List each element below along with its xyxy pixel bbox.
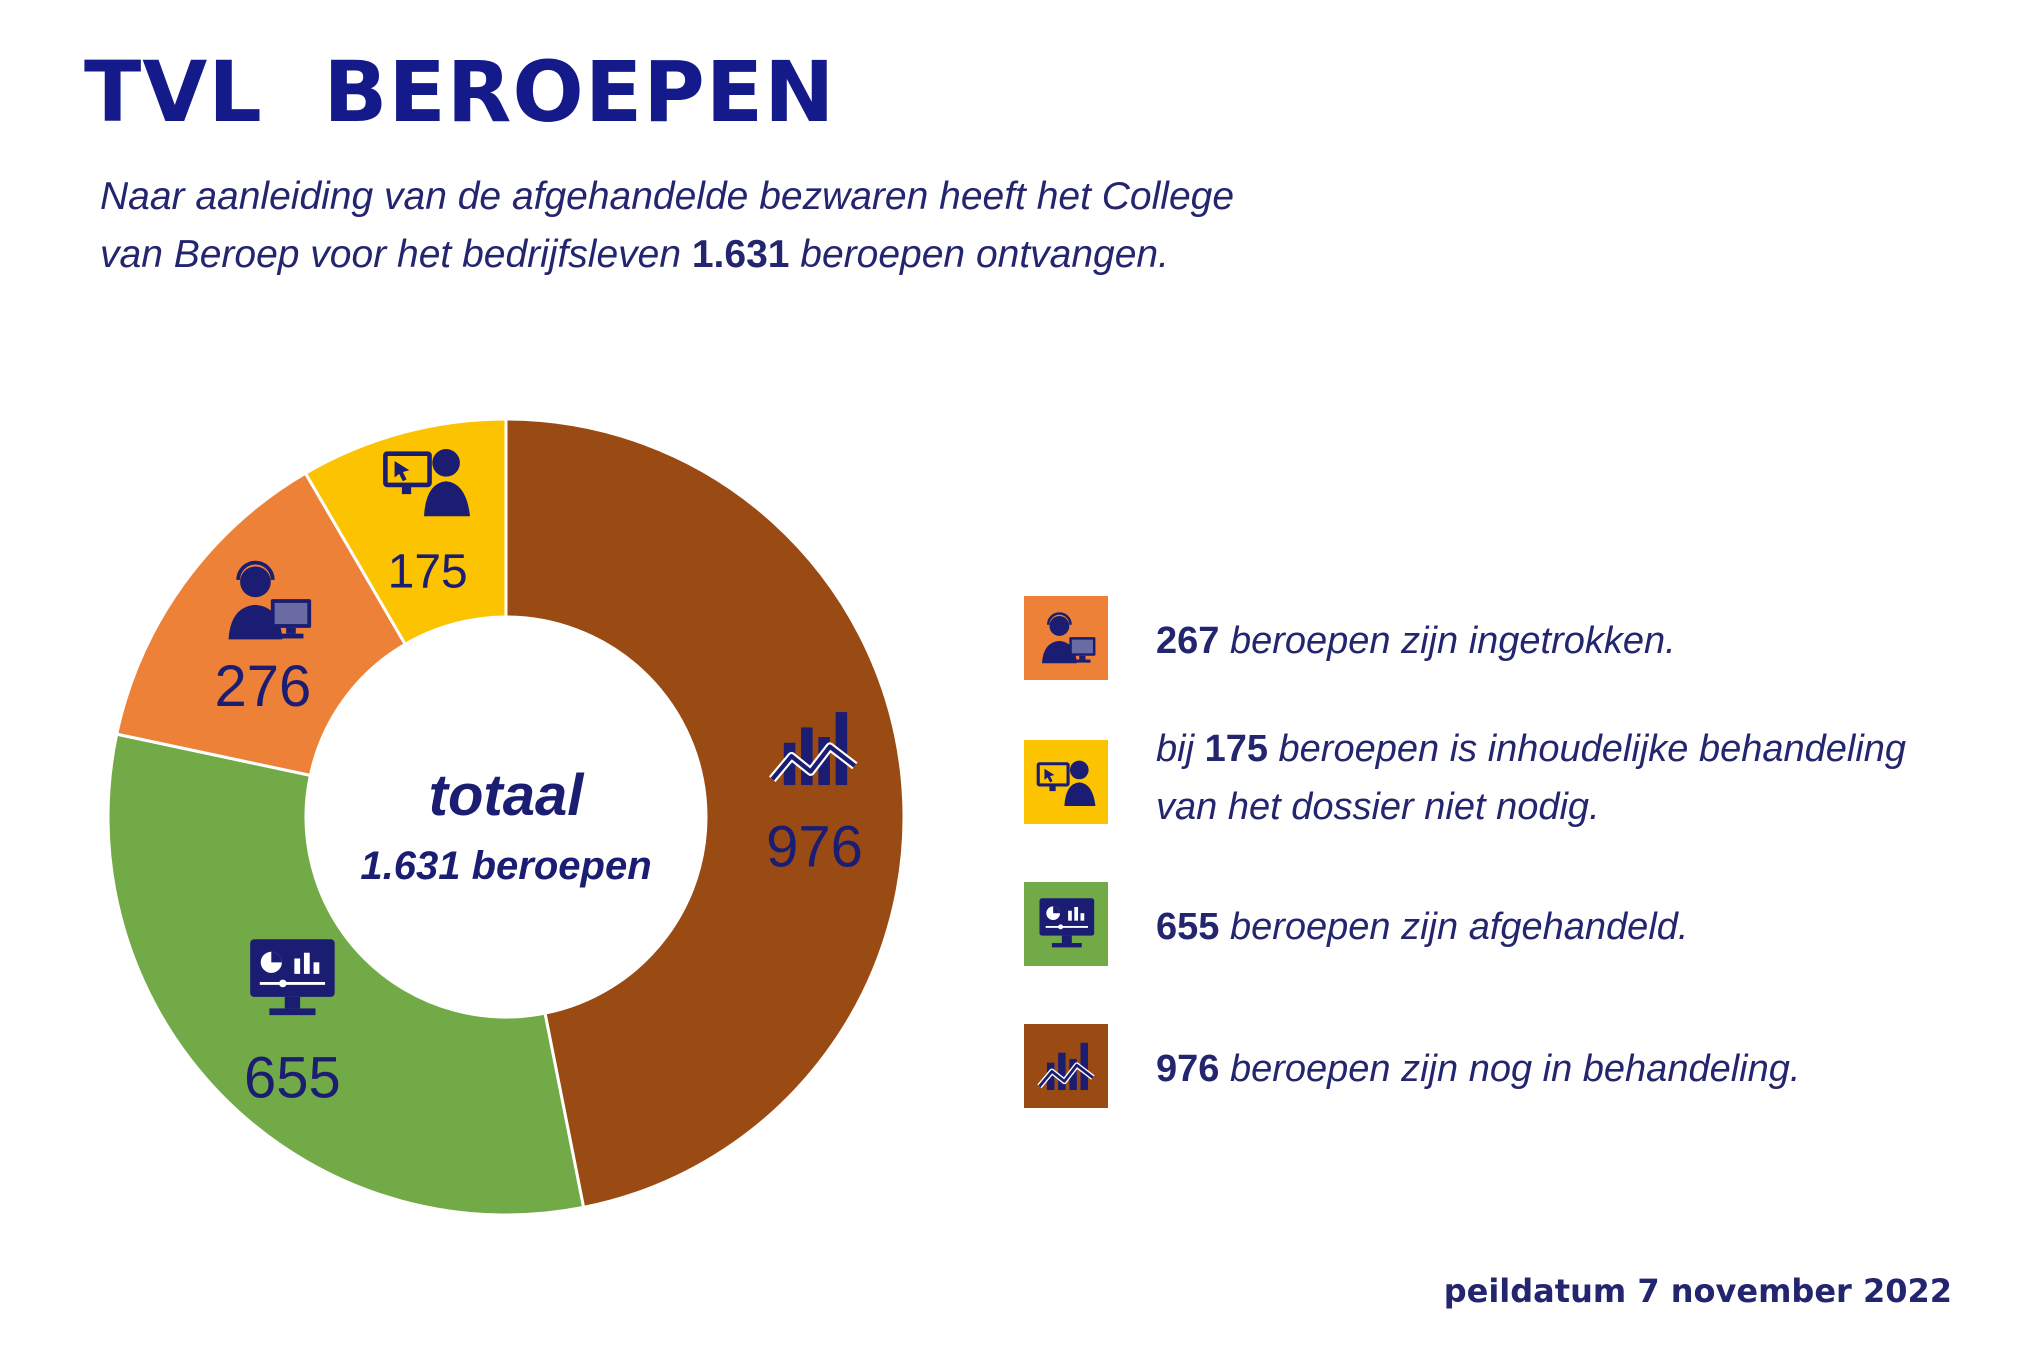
headset-agent-icon: [1041, 612, 1096, 664]
legend-swatch-handled: [1024, 882, 1108, 966]
legend-number-not-needed: 175: [1204, 728, 1268, 770]
legend-swatch-in-progress: [1024, 1024, 1108, 1108]
slice-value-label: 976: [766, 815, 863, 880]
slice-headset-agent-icon: [228, 560, 312, 640]
monitor-dashboard-icon: [1039, 898, 1095, 948]
legend-swatch-not-needed: [1024, 740, 1108, 824]
donut-slice-976: [504, 417, 906, 1210]
reference-date: peildatum 7 november 2022: [1443, 1272, 1952, 1310]
legend-text-not-needed: bij 175 beroepen is inhoudelijke behande…: [1156, 728, 1907, 828]
page-title: TVL BEROEPEN: [84, 43, 836, 141]
user-screen-icon: [1036, 760, 1096, 807]
legend-text-handled: 655 beroepen zijn afgehandeld.: [1156, 906, 1689, 948]
legend-swatch-withdrawn: [1024, 596, 1108, 680]
donut-slice-175: [303, 417, 508, 647]
slice-user-screen-icon: [383, 449, 471, 517]
subtitle-line-2-end: beroepen ontvangen.: [789, 233, 1169, 276]
chart-icon: [1037, 1042, 1095, 1091]
legend-text-in-progress: 976 beroepen zijn nog in behandeling.: [1156, 1048, 1801, 1090]
slice-value-label: 276: [215, 654, 312, 719]
legend-number-in-progress: 976: [1156, 1048, 1220, 1090]
donut-center-label: totaal: [429, 763, 586, 828]
donut-slice-655: [106, 732, 586, 1217]
donut-center-total: 1.631 beroepen: [360, 844, 651, 888]
slice-monitor-dashboard-icon: [250, 939, 335, 1016]
page-subtitle: Naar aanleiding van de afgehandelde bezw…: [100, 168, 1234, 284]
legend-text-withdrawn: 267 beroepen zijn ingetrokken.: [1156, 620, 1676, 662]
subtitle-line-1: Naar aanleiding van de afgehandelde bezw…: [100, 175, 1235, 218]
slice-value-label: 175: [388, 545, 468, 598]
subtitle-line-2: van Beroep voor het bedrijfsleven: [100, 233, 692, 276]
subtitle-total-number: 1.631: [691, 233, 790, 276]
legend-number-withdrawn: 267: [1156, 620, 1220, 662]
legend-number-handled: 655: [1156, 906, 1220, 948]
slice-chart-icon: [768, 712, 858, 786]
slice-value-label: 655: [244, 1046, 341, 1111]
